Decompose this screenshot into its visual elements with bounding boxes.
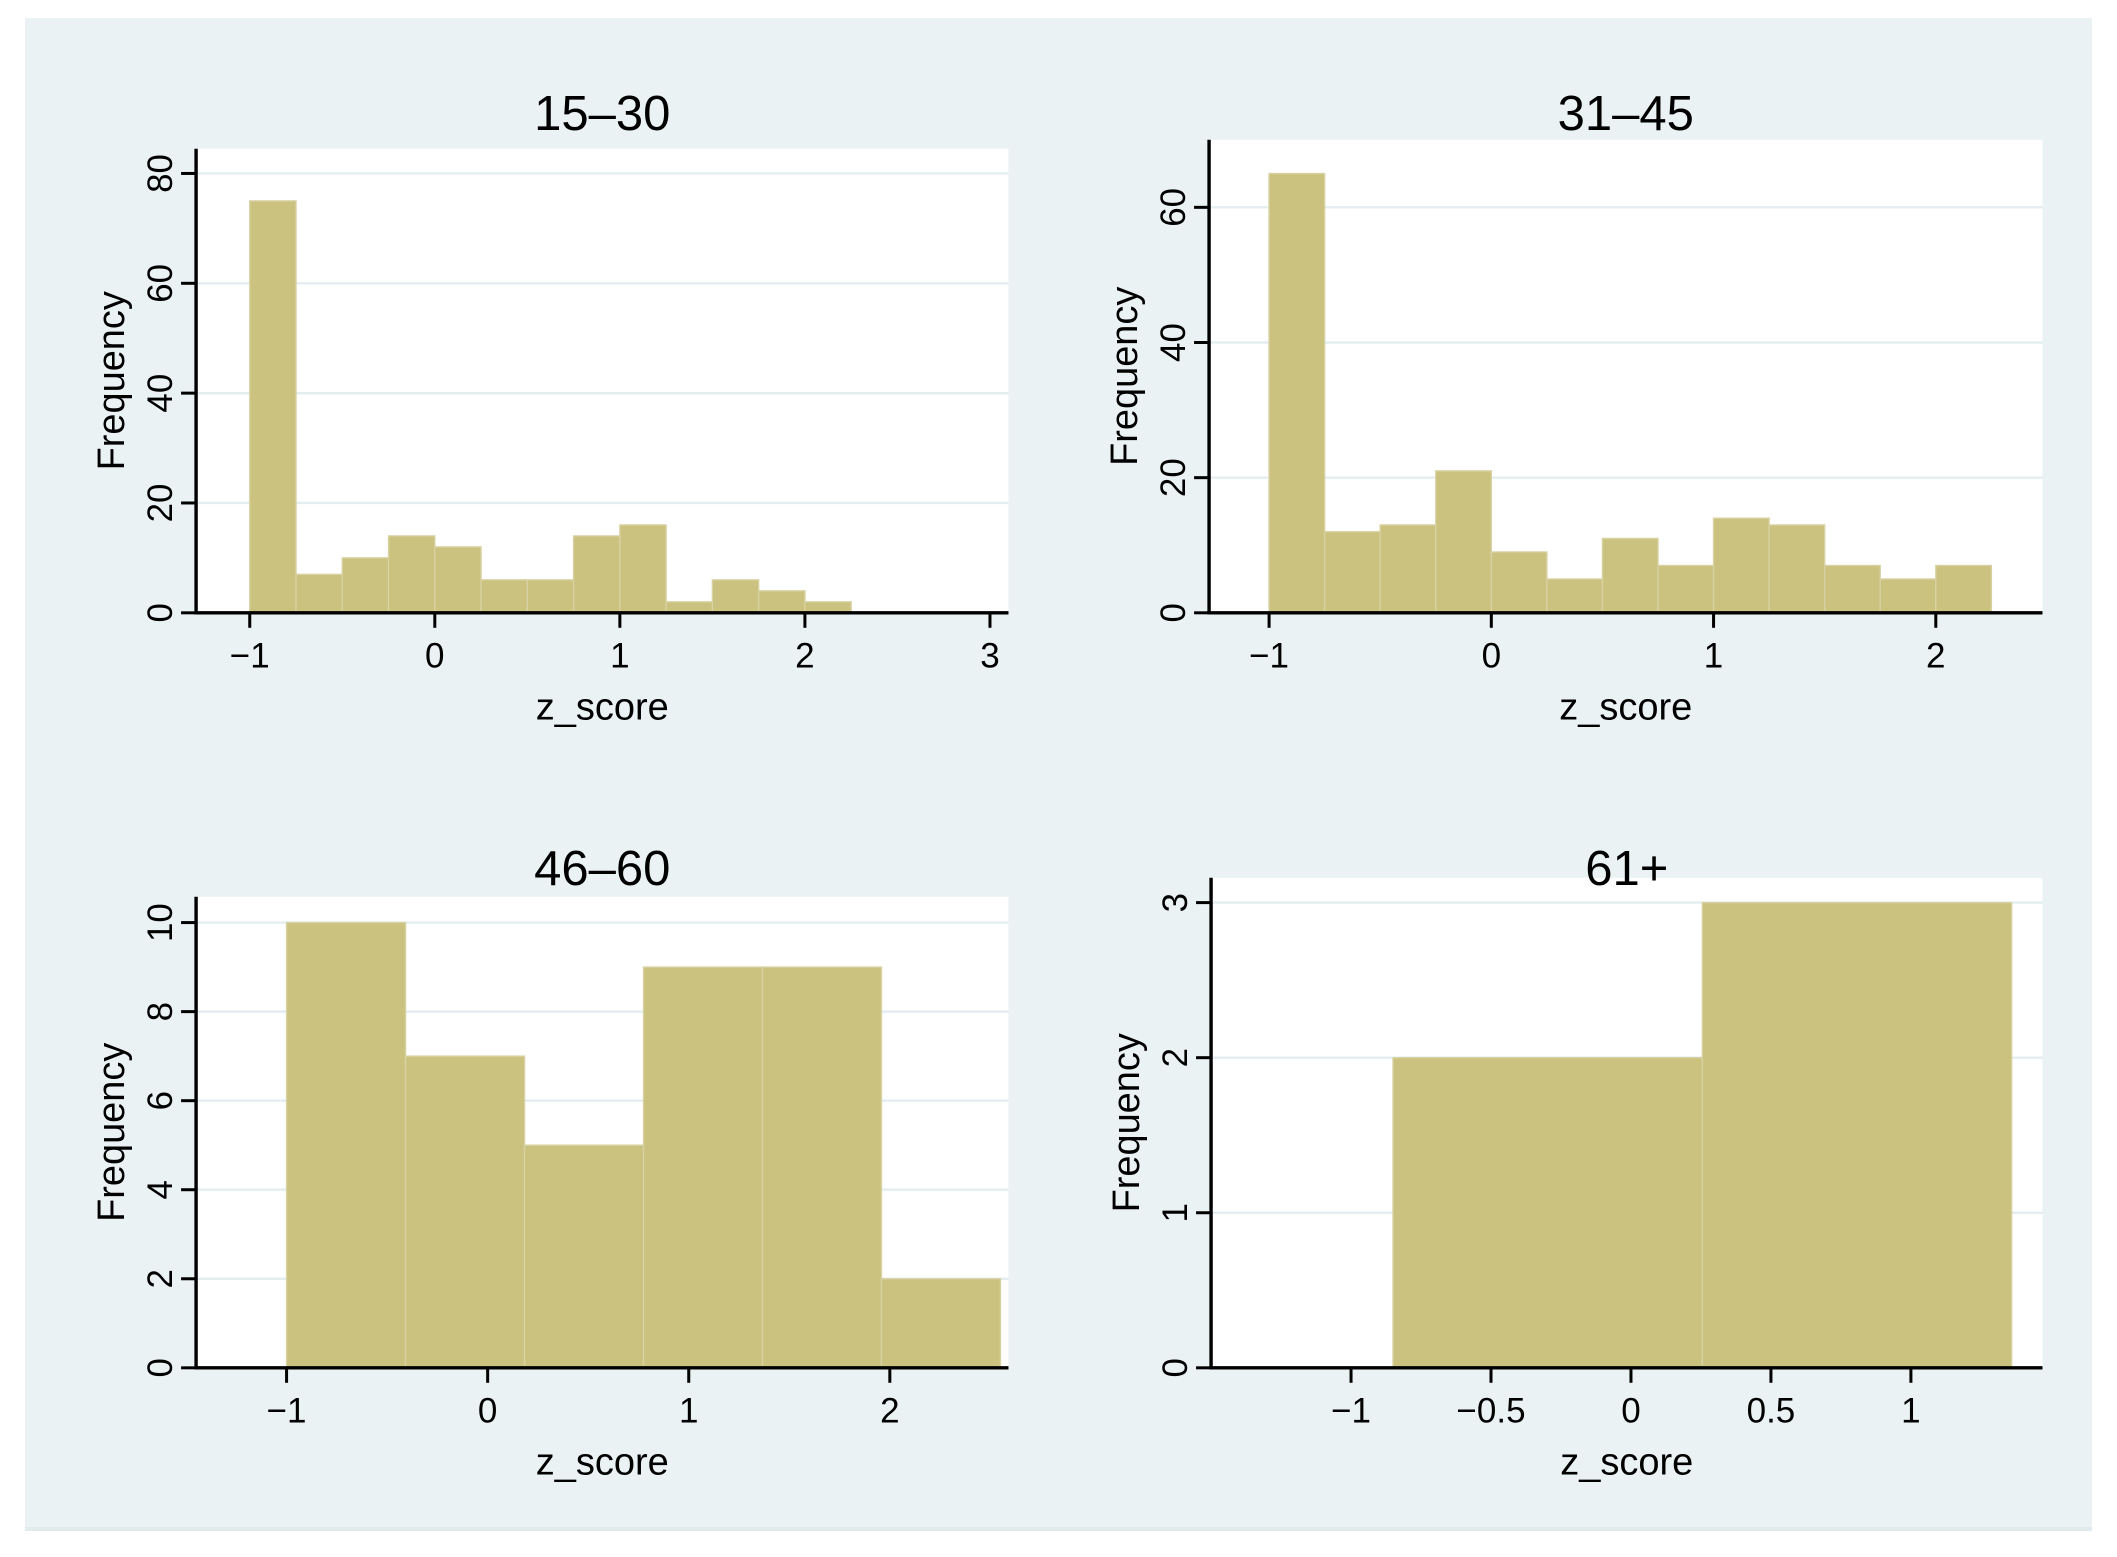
histogram-bar: [1712, 517, 1770, 614]
x-tick-label: −1: [1249, 637, 1289, 676]
x-tick-label: −1: [230, 637, 270, 676]
y-tick-label: 60: [1154, 188, 1193, 227]
x-axis-title: z_score: [1559, 687, 1692, 729]
histogram-bar: [249, 200, 297, 614]
histogram-bar: [1490, 551, 1548, 614]
y-tick-label: 0: [141, 603, 180, 622]
y-tick-label: 0: [141, 1358, 180, 1377]
y-tick-label: 60: [141, 264, 180, 303]
histogram-bar: [1601, 537, 1659, 614]
x-tick-label: 2: [795, 637, 814, 676]
histogram-bar: [1267, 172, 1325, 614]
x-tick-label: −1: [1331, 1391, 1371, 1430]
histogram-bar: [642, 965, 764, 1369]
x-tick-label: 0: [1481, 637, 1500, 676]
x-tick-label: 1: [610, 637, 629, 676]
y-tick-label: 6: [141, 1090, 180, 1109]
y-tick-label: 2: [141, 1269, 180, 1288]
histogram-svg-31-45: 0 20 40 60 −1 0 1 2 z_score Frequency 31–45: [1103, 87, 2042, 729]
graph-background: 0 20 40 60 80 −1 0 1 2 3 z_score Frequency 15–30 0 20…: [25, 18, 2092, 1531]
x-tick-label: 3: [980, 637, 999, 676]
x-tick-label: −1: [267, 1391, 307, 1430]
histogram-bar: [285, 921, 407, 1369]
y-tick-label: 1: [1156, 1203, 1195, 1222]
histogram-bar: [523, 1143, 645, 1369]
y-tick-label: 4: [141, 1180, 180, 1199]
x-tick-label: 1: [1901, 1391, 1920, 1430]
histogram-svg-46-60: 0 2 4 6 8 10 −1 0 1 2 z_score Frequency 46–60: [91, 841, 1009, 1483]
histogram-bar: [387, 535, 436, 614]
histogram-bar: [757, 590, 806, 614]
histogram-bar: [711, 579, 760, 614]
histogram-bar: [619, 524, 667, 614]
x-tick-label: 0: [425, 637, 444, 676]
histogram-bar: [341, 557, 390, 614]
histogram-svg-15-30: 0 20 40 60 80 −1 0 1 2 3 z_score Frequency 15–30: [91, 87, 1009, 729]
y-tick-label: 80: [141, 154, 180, 193]
histogram-bar: [1323, 531, 1381, 614]
histogram-bar: [761, 965, 883, 1369]
y-tick-label: 40: [1154, 323, 1193, 362]
histogram-bar: [480, 579, 529, 614]
x-axis-title: z_score: [536, 1441, 669, 1483]
histogram-bar: [404, 1054, 526, 1369]
subplot-title: 15–30: [534, 87, 670, 141]
x-tick-label: 0.5: [1746, 1391, 1795, 1430]
histogram-bar: [295, 573, 343, 614]
histogram-panel-15-30: 0 20 40 60 80 −1 0 1 2 3 z_score Frequency 15–30: [25, 18, 1059, 773]
histogram-bar: [434, 546, 482, 614]
histogram-panel-46-60: 0 2 4 6 8 10 −1 0 1 2 z_score Frequency 46–60: [25, 773, 1059, 1528]
subplot-title: 61+: [1585, 841, 1668, 895]
y-tick-label: 10: [141, 903, 180, 942]
x-tick-label: 0: [478, 1391, 497, 1430]
y-axis-title: Frequency: [1103, 287, 1145, 466]
histogram-bar: [1767, 524, 1825, 614]
y-tick-label: 20: [1154, 458, 1193, 497]
histogram-bar: [1823, 564, 1881, 614]
x-tick-label: 1: [679, 1391, 698, 1430]
histogram-bar: [526, 579, 575, 614]
histogram-bar: [1391, 1056, 1703, 1369]
histogram-bar: [880, 1277, 1002, 1369]
histogram-bar: [1701, 901, 2012, 1369]
subplot-title: 31–45: [1557, 87, 1693, 141]
y-tick-label: 0: [1154, 603, 1193, 622]
histogram-bar: [1656, 564, 1714, 614]
subplot-title: 46–60: [534, 841, 670, 895]
x-tick-label: −0.5: [1456, 1391, 1525, 1430]
histogram-svg-61plus: 0 1 2 3 −1 −0.5 0 0.5 1 z_score Frequency 61+: [1105, 841, 2042, 1483]
histogram-bar: [1434, 470, 1492, 614]
y-tick-label: 2: [1156, 1047, 1195, 1066]
y-tick-label: 8: [141, 1001, 180, 1020]
histogram-bar: [1934, 564, 1992, 614]
x-axis-title: z_score: [1560, 1441, 1693, 1483]
histogram-bar: [1378, 524, 1436, 614]
y-axis-title: Frequency: [1105, 1033, 1147, 1212]
y-tick-label: 0: [1156, 1358, 1195, 1377]
y-axis-title: Frequency: [91, 1042, 133, 1221]
x-tick-label: 0: [1621, 1391, 1640, 1430]
x-axis-title: z_score: [536, 687, 669, 729]
y-axis-title: Frequency: [91, 291, 133, 470]
histogram-panel-31-45: 0 20 40 60 −1 0 1 2 z_score Frequency 31–45: [1059, 18, 2093, 773]
histogram-bar: [572, 535, 621, 614]
x-tick-label: 2: [880, 1391, 899, 1430]
y-tick-label: 20: [141, 484, 180, 523]
y-tick-label: 40: [141, 374, 180, 413]
histogram-bar: [1879, 578, 1937, 614]
x-tick-label: 1: [1703, 637, 1722, 676]
histogram-bar: [1545, 578, 1603, 614]
y-tick-label: 3: [1156, 892, 1195, 911]
x-tick-label: 2: [1926, 637, 1945, 676]
histogram-panel-61plus: 0 1 2 3 −1 −0.5 0 0.5 1 z_score Frequency 61+: [1059, 773, 2093, 1528]
